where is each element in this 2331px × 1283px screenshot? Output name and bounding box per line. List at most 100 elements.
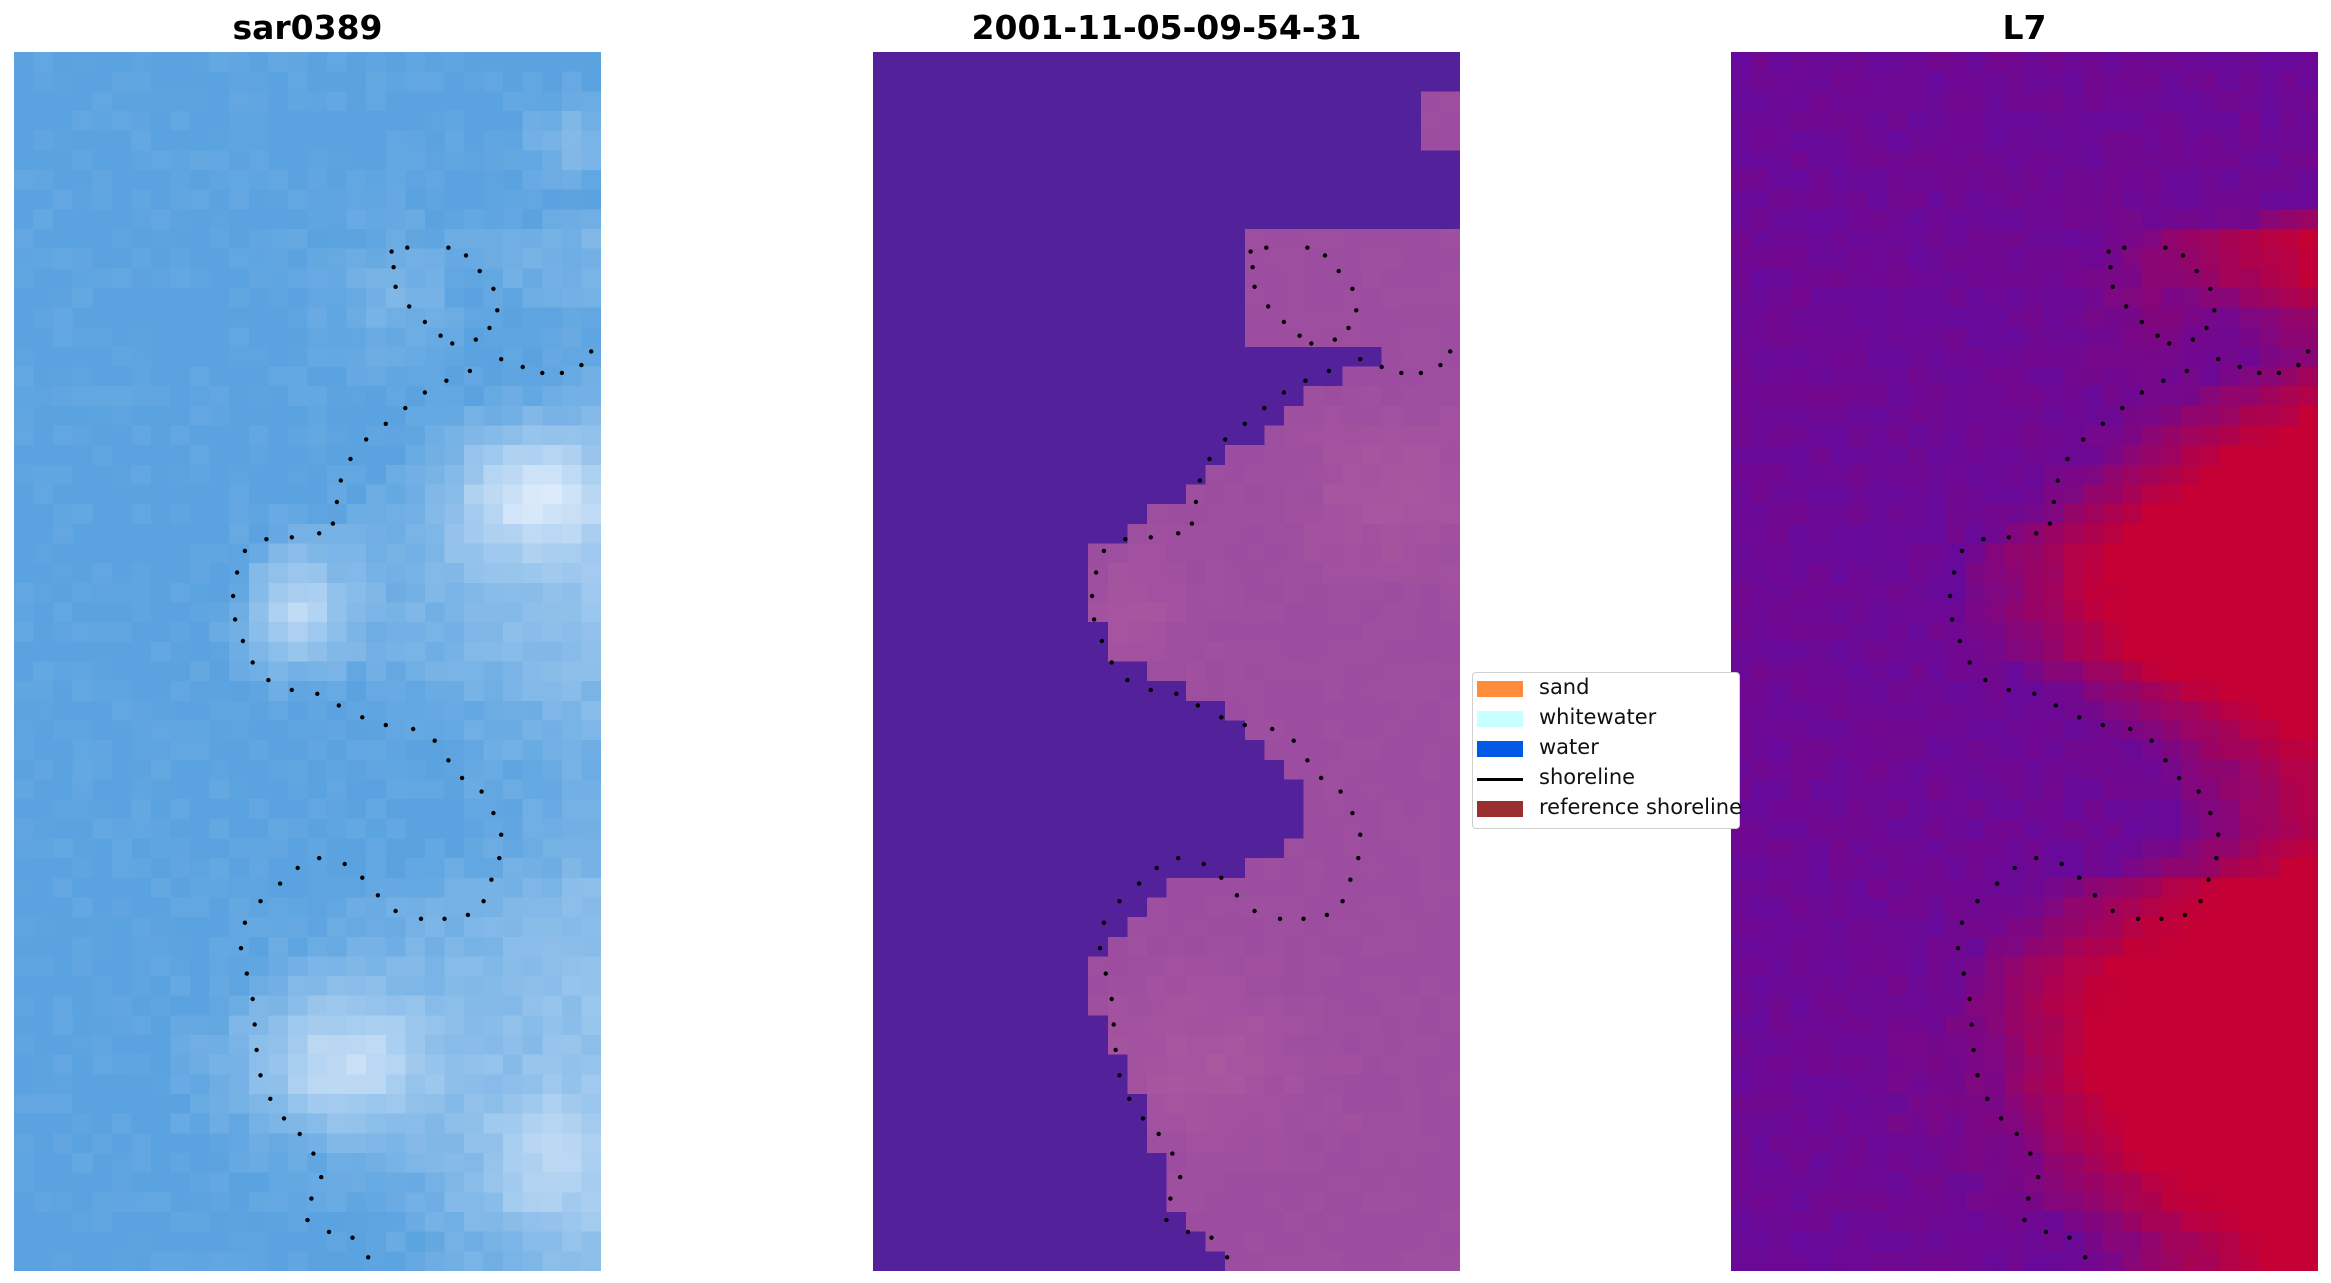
shoreline-point: [2159, 916, 2164, 921]
shoreline-point: [1117, 899, 1122, 904]
shoreline-point: [1225, 1255, 1230, 1260]
shoreline-point: [1985, 1096, 1990, 1102]
shoreline-point: [1264, 245, 1269, 250]
shoreline-point: [360, 715, 365, 720]
shoreline-point: [1197, 478, 1202, 483]
shoreline-point: [422, 390, 428, 395]
shoreline-point: [1949, 617, 1955, 622]
shoreline-point: [1336, 268, 1341, 274]
legend-label-reference-shoreline: reference shoreline: [1539, 795, 1743, 819]
shoreline-point: [309, 1196, 314, 1201]
shoreline-point: [336, 703, 341, 708]
shoreline-point: [2276, 370, 2282, 376]
shoreline-point: [1998, 1116, 2004, 1121]
whitewater-swatch: [1477, 711, 1523, 727]
shoreline-point: [266, 677, 271, 683]
shoreline-point: [2212, 308, 2217, 313]
shoreline-point: [1305, 245, 1310, 250]
shoreline-point: [2106, 249, 2111, 254]
reference-shoreline-swatch: [1477, 801, 1523, 817]
shoreline-point: [497, 855, 502, 861]
shoreline-point: [495, 308, 500, 313]
shoreline-overlay-classified: [1089, 245, 1453, 1260]
classified-image: [873, 52, 1460, 1271]
shoreline-point: [463, 253, 469, 258]
shoreline-point: [1418, 370, 1424, 376]
shoreline-point: [2190, 337, 2195, 342]
legend-item-sand: sand: [1473, 673, 1741, 703]
shoreline-point: [1301, 916, 1306, 921]
shoreline-point: [1154, 865, 1159, 871]
shoreline-point: [473, 337, 478, 342]
shoreline-point: [2176, 775, 2182, 781]
shoreline-point: [1961, 971, 1966, 976]
shoreline-point: [1297, 333, 1302, 338]
shoreline-point: [2149, 738, 2154, 743]
shoreline-point: [281, 1116, 287, 1121]
shoreline-point: [450, 341, 455, 346]
shoreline-point: [2167, 341, 2172, 346]
title-index: L7: [2002, 8, 2047, 47]
shoreline-point: [289, 535, 294, 540]
shoreline-point: [2204, 325, 2209, 331]
sand-swatch: [1477, 681, 1523, 697]
index-image-panel: [1731, 52, 2318, 1271]
shoreline-point: [2135, 916, 2141, 921]
shoreline-point: [2208, 286, 2213, 291]
shoreline-point: [334, 499, 340, 505]
shoreline-point: [1309, 341, 1314, 346]
shoreline-point: [2006, 535, 2011, 540]
shoreline-point: [1281, 319, 1287, 325]
shoreline-point: [499, 357, 504, 362]
shoreline-point: [1994, 881, 2000, 886]
shoreline-point: [1326, 368, 1332, 374]
shoreline-point: [389, 249, 394, 254]
shoreline-point: [2012, 865, 2017, 871]
shoreline-point: [465, 912, 471, 918]
shoreline-point: [467, 368, 473, 374]
shoreline-point: [1113, 1047, 1118, 1053]
shoreline-point: [2208, 810, 2213, 816]
shoreline-point: [2077, 715, 2082, 720]
shoreline-point: [2214, 855, 2219, 861]
shoreline-point: [330, 521, 336, 526]
shoreline-point: [2216, 357, 2221, 362]
shoreline-point: [232, 617, 238, 622]
shoreline-point: [579, 362, 584, 368]
shoreline-point: [1189, 521, 1195, 526]
shoreline-point: [520, 364, 525, 370]
shoreline-point: [2161, 378, 2166, 383]
shoreline-point: [305, 1217, 310, 1223]
legend-item-whitewater: whitewater: [1473, 703, 1741, 733]
shoreline-point: [1969, 1022, 1974, 1027]
shoreline-point: [1148, 535, 1153, 540]
shoreline-point: [2139, 319, 2145, 325]
shoreline-point: [317, 855, 322, 861]
shoreline-point: [268, 1096, 273, 1102]
shoreline-point: [2083, 1255, 2088, 1260]
classification-image-panel: [873, 52, 1460, 1271]
shoreline-point: [479, 789, 484, 794]
shoreline-point: [2026, 1196, 2031, 1201]
shoreline-point: [1117, 1073, 1122, 1078]
rgb-image-panel: [14, 52, 601, 1271]
shoreline-point: [446, 245, 451, 250]
shoreline-point: [375, 893, 381, 898]
shoreline-point: [1303, 378, 1308, 383]
shoreline-point: [234, 570, 240, 575]
shoreline-point: [2043, 1229, 2049, 1235]
shoreline-line-swatch: [1477, 778, 1523, 781]
shoreline-point: [1219, 715, 1224, 720]
shoreline-point: [491, 286, 496, 291]
shoreline-point: [1967, 996, 1972, 1002]
shoreline-point: [383, 421, 388, 426]
shoreline-point: [2051, 499, 2057, 505]
shoreline-point: [2028, 1151, 2033, 1156]
shoreline-overlay-rgb: [230, 245, 594, 1260]
shoreline-point: [2182, 912, 2188, 918]
legend: sand whitewater water shoreline referenc…: [1472, 672, 1743, 829]
shoreline-point: [1305, 758, 1310, 763]
shoreline-point: [2034, 855, 2039, 861]
shoreline-point: [407, 304, 412, 309]
shoreline-point: [2032, 691, 2037, 696]
